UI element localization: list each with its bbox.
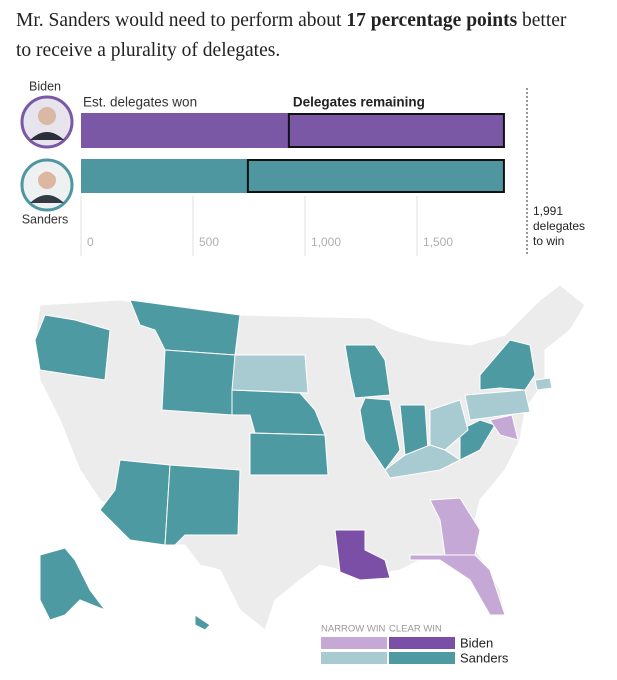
legend-column: NARROW WIN <box>321 624 386 635</box>
x-tick-label: 1,500 <box>423 235 453 249</box>
state <box>464 389 531 421</box>
state <box>194 614 211 631</box>
state <box>344 344 391 399</box>
state <box>249 432 329 476</box>
bar-won <box>81 159 248 193</box>
state <box>459 419 496 461</box>
state <box>34 314 111 381</box>
legend-swatch <box>321 652 387 664</box>
state <box>409 554 506 616</box>
avatar-body <box>30 195 64 203</box>
bar-remaining-fill <box>247 159 504 193</box>
threshold-label: delegates <box>533 219 585 233</box>
headline-text: better to receive a plurality of delegat… <box>16 10 567 61</box>
series-label: Delegates remaining <box>293 95 425 110</box>
bar-remaining-outline <box>287 113 505 148</box>
legend-swatch <box>389 637 455 649</box>
avatar-hair <box>36 168 58 177</box>
state <box>39 547 107 621</box>
state <box>334 529 391 581</box>
avatar-face <box>38 107 56 125</box>
legend-label: Biden <box>460 635 493 650</box>
avatar-face <box>38 171 56 189</box>
legend-label: Sanders <box>460 650 509 665</box>
state <box>161 349 236 416</box>
avatar-body <box>30 132 64 140</box>
state <box>231 354 309 394</box>
x-tick-label: 1,000 <box>311 235 341 249</box>
x-tick-label: 500 <box>199 235 219 249</box>
legend-column: CLEAR WIN <box>389 624 442 635</box>
x-tick-label: 0 <box>87 235 94 249</box>
headline: Mr. Sanders would need to perform about … <box>16 6 576 66</box>
threshold-label: to win <box>533 234 564 248</box>
bar-remaining-fill <box>288 113 504 148</box>
state <box>479 339 536 391</box>
bar-remaining-outline <box>246 159 505 193</box>
state <box>164 464 241 546</box>
state <box>429 399 469 451</box>
candidate-label: Biden <box>29 79 61 93</box>
state <box>489 414 519 441</box>
avatars <box>20 95 74 212</box>
threshold-label: 1,991 <box>533 204 563 218</box>
state <box>384 444 461 479</box>
candidate-label: Sanders <box>22 212 69 226</box>
bar-won <box>81 113 289 148</box>
headline-emphasis: 17 percentage points <box>346 10 518 31</box>
series-label: Est. delegates won <box>83 95 197 110</box>
headline-text: Mr. Sanders would need to perform about <box>16 10 347 31</box>
state <box>534 377 553 391</box>
legend-swatch <box>389 652 455 664</box>
legend-swatch <box>321 637 387 649</box>
